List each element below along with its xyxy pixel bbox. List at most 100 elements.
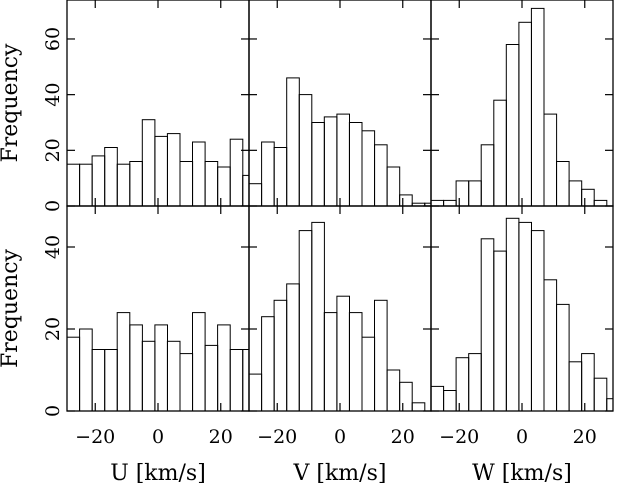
panel-bottom-W: −20 0 20W [km/s] xyxy=(430,205,614,486)
histogram-bar xyxy=(286,77,300,207)
histogram-bar xyxy=(311,122,325,207)
x-tick-label: 20 xyxy=(573,426,597,448)
x-tick-label: 20 xyxy=(209,426,233,448)
histogram-bar xyxy=(468,180,482,207)
panel-frame xyxy=(430,0,614,207)
panel-frame xyxy=(248,205,432,412)
histogram-bar xyxy=(141,119,156,207)
x-tick-label: −20 xyxy=(439,426,479,448)
histogram-bar xyxy=(91,155,106,207)
y-tick-label: 20 xyxy=(42,317,64,341)
histogram-bar xyxy=(166,340,181,412)
histogram-bar xyxy=(66,336,81,412)
histogram-bar xyxy=(242,174,250,207)
histogram-bar xyxy=(154,135,168,207)
histogram-bar xyxy=(468,353,482,412)
histogram-bar xyxy=(217,324,231,412)
histogram-bar xyxy=(229,349,244,412)
histogram-bar xyxy=(336,113,350,207)
histogram-bar xyxy=(581,353,595,412)
histogram-bar xyxy=(568,180,583,207)
histogram-bar xyxy=(179,161,194,207)
histogram-bar xyxy=(261,141,275,207)
histogram-bar xyxy=(411,402,426,412)
histogram-bar xyxy=(286,283,300,412)
panel-top-V xyxy=(248,0,432,207)
histogram-bar xyxy=(129,324,143,412)
histogram-bar xyxy=(129,161,143,207)
panel-top-U: 0 20 40 60 Frequency xyxy=(0,0,250,212)
histogram-bar xyxy=(374,299,388,412)
histogram-bar xyxy=(217,166,231,207)
histogram-bar xyxy=(505,44,520,207)
histogram-bar xyxy=(192,312,206,412)
x-axis-title: U [km/s] xyxy=(110,461,206,486)
histogram-bar xyxy=(430,199,445,207)
histogram-bar xyxy=(493,250,507,412)
histogram-bar xyxy=(311,221,325,412)
histogram-bar xyxy=(361,130,376,207)
histogram-bar xyxy=(430,385,445,412)
panel-bottom-U: 0 20 40 −20 0 20 Frequency U [km/s] xyxy=(0,205,250,486)
histogram-bar xyxy=(166,133,181,207)
histogram-bar xyxy=(455,357,470,412)
histogram-bar xyxy=(386,369,401,412)
histogram-bar xyxy=(141,340,156,412)
x-axis-title: W [km/s] xyxy=(472,461,572,486)
x-tick-label: 0 xyxy=(152,426,164,448)
histogram-bar xyxy=(179,353,194,412)
histogram-bar xyxy=(386,166,401,207)
histogram-bar xyxy=(336,295,350,412)
histogram-bar xyxy=(192,141,206,207)
histogram-bar xyxy=(104,349,118,412)
histogram-bar xyxy=(323,116,338,207)
histogram-bar xyxy=(361,336,376,412)
histogram-bar xyxy=(261,316,275,412)
histogram-bar xyxy=(581,188,595,207)
panel-frame xyxy=(248,0,432,207)
histogram-bar xyxy=(374,144,388,207)
histogram-bar xyxy=(568,361,583,412)
y-tick-label: 60 xyxy=(42,27,64,51)
y-axis-title: Frequency xyxy=(0,43,23,163)
histogram-bar xyxy=(229,138,244,207)
x-tick-label: 20 xyxy=(391,426,415,448)
histogram-bar xyxy=(204,161,219,207)
histogram-bar xyxy=(298,94,313,207)
histogram-bar xyxy=(248,373,263,412)
histogram-bar xyxy=(348,312,363,412)
histogram-bar xyxy=(399,381,413,412)
y-tick-label: 40 xyxy=(42,235,64,259)
x-tick-label: −20 xyxy=(257,426,297,448)
y-tick-label: 0 xyxy=(42,405,64,417)
histogram-bar xyxy=(116,312,131,412)
panel-frame xyxy=(66,0,250,207)
x-tick-label: −20 xyxy=(75,426,115,448)
histogram-bar xyxy=(455,180,470,207)
y-tick-label: 0 xyxy=(42,200,64,212)
histogram-bar xyxy=(273,147,288,207)
y-tick-label: 40 xyxy=(42,83,64,107)
histogram-bar xyxy=(248,183,263,207)
panel-bottom-V: −20 0 20V [km/s] xyxy=(248,205,432,486)
histogram-bar xyxy=(593,377,608,412)
histogram-bar xyxy=(543,279,558,412)
x-tick-label: 0 xyxy=(334,426,346,448)
histogram-bar xyxy=(204,344,219,412)
histogram-bar xyxy=(443,390,457,412)
histogram-bar xyxy=(606,398,614,412)
histogram-bar xyxy=(556,303,570,412)
histogram-bar xyxy=(480,238,495,412)
histogram-bar xyxy=(91,349,106,412)
histogram-bar xyxy=(66,163,81,207)
panel-top-W xyxy=(430,0,614,207)
y-tick-label: 20 xyxy=(42,138,64,162)
histogram-bar xyxy=(493,99,507,207)
histogram-bar xyxy=(530,7,545,207)
histogram-bar xyxy=(530,230,545,412)
histogram-bar xyxy=(104,147,118,207)
histogram-bar xyxy=(399,194,413,207)
histogram-bar xyxy=(480,144,495,207)
y-axis-title: Frequency xyxy=(0,248,23,368)
histogram-bar xyxy=(518,221,533,412)
